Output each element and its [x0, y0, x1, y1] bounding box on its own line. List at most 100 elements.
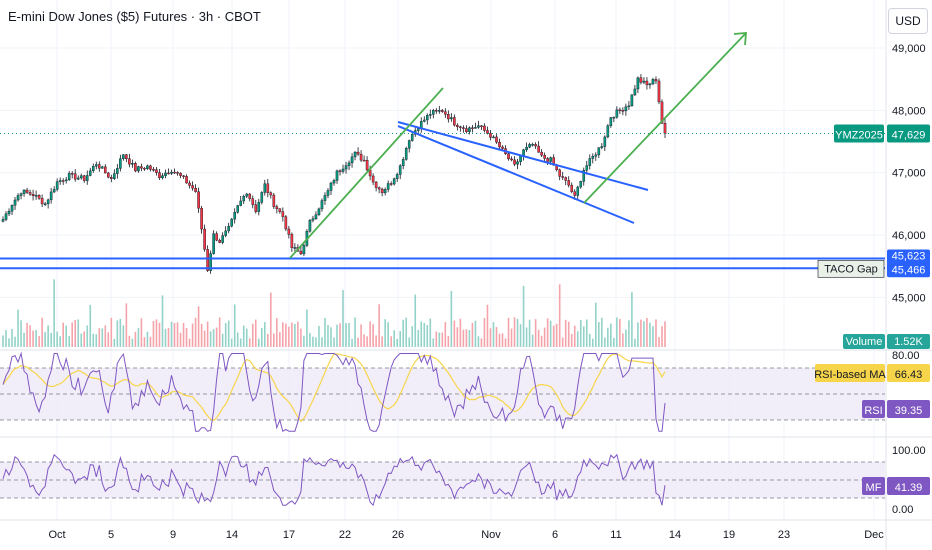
- candle-body: [25, 189, 29, 193]
- candle-body: [4, 213, 8, 220]
- candle-body: [97, 164, 101, 169]
- volume-badge-bg: [887, 334, 930, 349]
- candle-body: [191, 185, 194, 189]
- time-tick-label: Nov: [481, 529, 501, 541]
- candle-body: [131, 163, 134, 165]
- candle-body: [49, 191, 53, 201]
- candle-body: [320, 200, 324, 210]
- volume-bar: [267, 333, 269, 347]
- volume-bar: [140, 318, 143, 347]
- candle-body: [654, 79, 658, 82]
- candle-body: [94, 164, 98, 167]
- candle-body: [206, 249, 209, 271]
- candle-body: [651, 79, 655, 85]
- volume-bar: [179, 332, 182, 347]
- candle-body: [573, 191, 577, 196]
- candle-body: [155, 169, 158, 173]
- volume-bar: [116, 320, 119, 347]
- volume-bar: [372, 324, 374, 347]
- time-tick-label: 5: [108, 529, 114, 541]
- currency-button[interactable]: USD: [888, 8, 928, 34]
- volume-bar: [68, 335, 70, 347]
- volume-bar: [288, 326, 290, 347]
- candle-body: [570, 184, 574, 192]
- rsi-line: [2, 351, 666, 432]
- candle-body: [609, 117, 613, 126]
- candle-body: [462, 127, 465, 129]
- candle-body: [269, 192, 273, 196]
- volume-bar: [239, 338, 242, 347]
- volume-bar: [414, 294, 417, 347]
- candle-body: [323, 195, 327, 201]
- last-price-badge-bg: [887, 124, 930, 143]
- volume-bar: [468, 329, 471, 347]
- candle-body: [100, 166, 104, 169]
- volume-bar: [474, 320, 477, 347]
- candle-body: [627, 105, 631, 108]
- candle-body: [579, 181, 583, 188]
- mf-label-bg: [862, 477, 885, 495]
- candle-body: [61, 180, 65, 182]
- candle-body: [495, 136, 498, 143]
- price-axis[interactable]: 49,000 48,000 47,000 46,000 45,000 80.00 100.0…: [892, 43, 926, 516]
- candle-body: [188, 182, 191, 186]
- candle-body: [392, 178, 396, 185]
- volume-bar: [573, 325, 576, 347]
- volume-bar: [655, 319, 657, 347]
- volume-bar: [444, 322, 447, 347]
- candle-body: [230, 218, 233, 227]
- volume-bar: [588, 333, 591, 347]
- candle-body: [55, 181, 59, 190]
- rsi-ma-badge-bg: [887, 364, 930, 382]
- last-price-badge: 47,629: [892, 129, 926, 141]
- candle-body: [407, 140, 411, 149]
- volume-bar: [294, 323, 296, 347]
- volume-bar: [315, 337, 317, 347]
- candle-body: [287, 228, 291, 235]
- volume-bar: [616, 317, 618, 347]
- volume-bar: [432, 338, 435, 347]
- volume-bar: [591, 338, 594, 347]
- candle-body: [116, 168, 119, 174]
- time-tick-label: 11: [610, 529, 621, 541]
- candle-body: [645, 80, 649, 86]
- candle-body: [594, 154, 598, 157]
- rsi-label-bg: [862, 400, 885, 418]
- candle-body: [134, 163, 137, 172]
- candle-body: [10, 205, 14, 212]
- volume-bar: [324, 318, 326, 347]
- time-axis[interactable]: Oct 5 9 14 17 22 26 Nov 6 11 14 19 23 Dec: [48, 529, 884, 541]
- candle-body: [576, 186, 580, 196]
- volume-bar: [260, 327, 263, 347]
- candle-body: [46, 199, 50, 205]
- candle-body: [534, 144, 537, 147]
- candle-body: [43, 203, 47, 206]
- candle-body: [597, 147, 601, 156]
- volume-bar: [95, 334, 98, 347]
- volume-bar: [528, 319, 531, 347]
- candle-body: [40, 198, 44, 205]
- volume-bar: [522, 285, 525, 347]
- candle-body: [275, 206, 279, 209]
- volume-bar: [330, 327, 332, 347]
- trend-drawings: [289, 32, 747, 259]
- candle-body: [242, 196, 246, 202]
- volume-bar: [456, 327, 459, 347]
- candle-body: [16, 195, 20, 201]
- candle-body: [612, 116, 616, 119]
- volume-bar: [360, 324, 362, 347]
- volume-bar: [390, 336, 392, 347]
- volume-bar: [35, 329, 37, 347]
- volume-bar: [336, 324, 338, 347]
- candle-body: [128, 158, 131, 165]
- volume-bar: [32, 330, 34, 347]
- volume-bars: [2, 279, 666, 347]
- candle-body: [31, 194, 35, 196]
- candle-body: [615, 109, 619, 118]
- grid-lines: [0, 0, 885, 520]
- volume-bar: [492, 322, 495, 347]
- volume-bar: [110, 317, 113, 347]
- volume-bar: [450, 290, 453, 347]
- volume-bar: [555, 323, 558, 347]
- chart-title: E-mini Dow Jones ($5) Futures · 3h · CBO…: [8, 9, 261, 24]
